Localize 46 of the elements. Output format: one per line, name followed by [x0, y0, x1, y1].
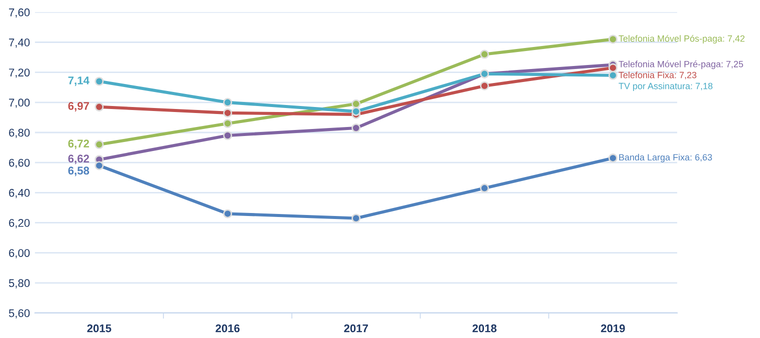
y-tick-label: 6,20 — [9, 219, 30, 228]
point — [94, 102, 104, 112]
data-label: 6,97 — [68, 102, 89, 112]
y-tick-label: 6,00 — [9, 249, 30, 258]
annotation: Telefonia Fixa: 7,23 — [618, 72, 696, 80]
point — [94, 140, 104, 150]
point — [608, 154, 618, 163]
y-tick-label: 7,00 — [9, 98, 30, 108]
y-tick-label: 6,60 — [9, 158, 30, 168]
y-tick-label: 5,80 — [8, 279, 30, 288]
data-label: 6,62 — [68, 154, 90, 164]
point — [223, 209, 232, 218]
annotation: Banda Larga Fixa: 6,63 — [619, 154, 712, 162]
x-tick-label: 2019 — [600, 324, 625, 332]
y-tick-label: 6,80 — [9, 128, 30, 138]
data-label: 6,58 — [68, 166, 90, 176]
annotation: TV por Assinatura: 7,18 — [618, 82, 712, 92]
point — [352, 214, 361, 223]
point — [94, 161, 104, 170]
data-label: 6,72 — [68, 140, 90, 150]
point — [480, 184, 490, 193]
y-tick-label: 6,40 — [9, 188, 30, 198]
x-tick-label: 2018 — [472, 324, 497, 332]
point — [223, 130, 232, 140]
point — [223, 98, 232, 107]
point — [480, 50, 490, 59]
x-tick-label: 2015 — [87, 324, 112, 332]
point — [608, 63, 618, 72]
point — [223, 108, 232, 118]
annotation: Telefonia Móvel Pré-paga: 7,25 — [618, 60, 744, 70]
y-tick-label: 5,60 — [8, 309, 30, 318]
annotation: Telefonia Móvel Pós-paga: 7,42 — [618, 34, 745, 44]
y-tick-label: 7,60 — [9, 8, 30, 18]
x-tick-label: 2016 — [216, 324, 240, 332]
data-label: 7,14 — [68, 76, 90, 86]
point — [94, 76, 104, 86]
point — [352, 99, 361, 108]
point — [352, 123, 361, 132]
y-tick-label: 7,20 — [9, 68, 30, 78]
y-tick-label: 7,40 — [9, 38, 30, 48]
x-tick-label: 2017 — [344, 324, 368, 332]
point — [608, 34, 618, 44]
point — [223, 118, 232, 128]
point — [352, 106, 361, 116]
point — [480, 81, 490, 90]
point — [608, 70, 618, 80]
